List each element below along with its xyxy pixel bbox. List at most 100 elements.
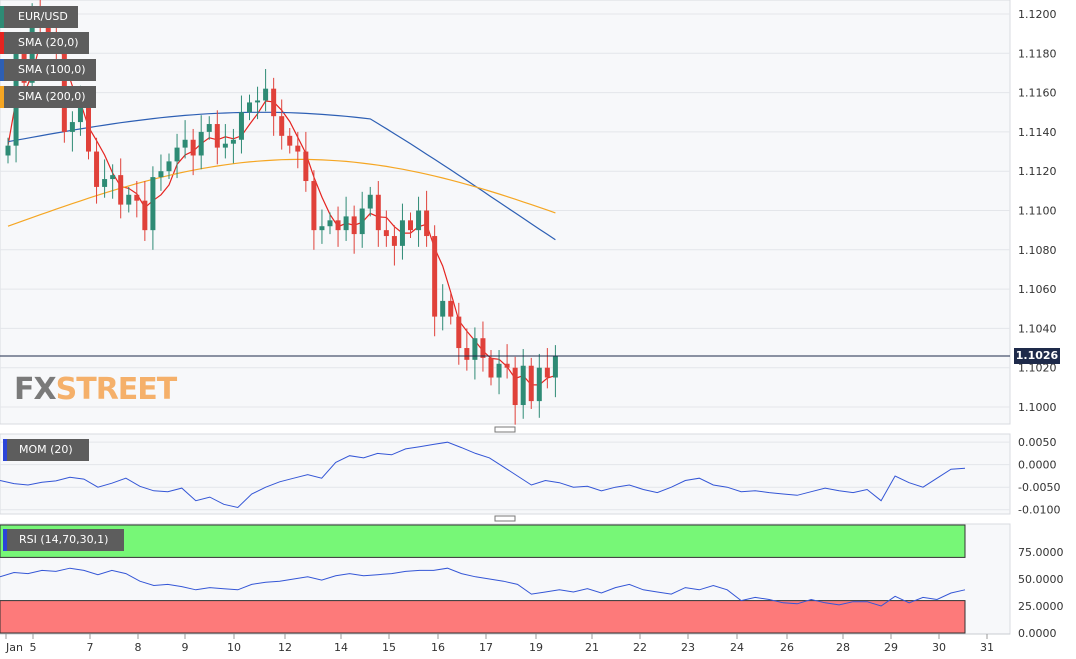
candle-body: [480, 338, 486, 358]
candle-body: [472, 338, 478, 360]
fxstreet-watermark: FXSTREET: [14, 372, 178, 407]
candle-body: [319, 226, 325, 231]
x-tick-label: 31: [980, 641, 994, 654]
x-tick-label: 23: [681, 641, 695, 654]
x-tick-label: 28: [836, 641, 850, 654]
price-tick-label: 1.1140: [1018, 126, 1057, 139]
momentum-grid: [0, 441, 1010, 511]
pane-resize-handle[interactable]: [494, 426, 516, 433]
candle-body: [383, 230, 389, 237]
candle-body: [5, 145, 11, 156]
candle-body: [303, 151, 309, 182]
candle-body: [263, 88, 269, 101]
rsi-line: [0, 567, 966, 607]
candle-body: [134, 194, 140, 201]
x-tick-label: 8: [135, 641, 142, 654]
price-tick-label: 1.1080: [1018, 244, 1057, 257]
price-tick-label: 1.1200: [1018, 8, 1057, 21]
candle-body: [222, 143, 228, 148]
price-tick-label: 1.1120: [1018, 165, 1057, 178]
candle-body: [287, 135, 293, 146]
candle-body: [126, 194, 132, 205]
x-tick-label: 14: [334, 641, 348, 654]
candle-body: [528, 365, 534, 402]
candle-body: [311, 181, 317, 231]
candle-body: [279, 116, 285, 136]
rsi-tick-label: 50.0000: [1018, 573, 1064, 586]
candle-body: [45, 23, 51, 38]
candle-body: [552, 355, 558, 378]
x-tick-label: 24: [730, 641, 744, 654]
candle-body: [432, 236, 438, 317]
x-tick-label: Jan: [5, 641, 23, 654]
legend-sma100[interactable]: SMA (100,0): [0, 59, 96, 81]
candle-body: [198, 131, 204, 156]
candle-body: [367, 194, 373, 209]
price-tick-label: 1.1180: [1018, 47, 1057, 60]
rsi-tick-label: 75.0000: [1018, 546, 1064, 559]
current-price-tag: 1.1026: [1014, 348, 1060, 364]
candle-body: [544, 367, 550, 378]
candle-body: [174, 147, 180, 162]
candle-body: [166, 161, 172, 172]
candle-body: [512, 367, 518, 406]
x-tick-label: 10: [227, 641, 241, 654]
candle-body: [375, 194, 381, 231]
x-axis: Jan 5 7 8 9 10 12 14 15 16 17 19 21 22 23 24 26 28 29 30 31: [5, 634, 994, 654]
momentum-tick-label: 0.0050: [1018, 436, 1057, 449]
rsi-label[interactable]: RSI (14,70,30,1): [3, 529, 125, 551]
momentum-tick-label: -0.0050: [1018, 481, 1060, 494]
candle-body: [456, 316, 462, 349]
candle-body: [150, 177, 156, 231]
candle-body: [416, 210, 422, 231]
candle-body: [359, 208, 365, 235]
candle-body: [295, 145, 301, 152]
candle-body: [77, 102, 83, 123]
price-tick-label: 1.1000: [1018, 401, 1057, 414]
x-tick-label: 16: [431, 641, 445, 654]
rsi-y-axis: 75.0000 50.0000 25.0000 0.0000: [1018, 546, 1064, 640]
legend-symbol[interactable]: EUR/USD: [0, 6, 78, 28]
pane-resize-handle[interactable]: [494, 515, 516, 522]
price-tick-label: 1.1040: [1018, 322, 1057, 335]
rsi-overbought-zone: [0, 524, 966, 558]
candle-body: [190, 139, 196, 156]
candle-body: [424, 210, 430, 237]
candle-body: [94, 151, 100, 187]
candle-body: [327, 220, 333, 227]
candle-body: [504, 363, 510, 368]
momentum-label[interactable]: MOM (20): [3, 439, 89, 461]
candle-body: [182, 139, 188, 148]
candle-body: [464, 348, 470, 360]
legend-sma20[interactable]: SMA (20,0): [0, 32, 89, 54]
x-tick-label: 29: [884, 641, 898, 654]
watermark-fx: FX: [14, 372, 57, 407]
candle-body: [142, 200, 148, 231]
price-pane: [0, 0, 1011, 425]
watermark-street: STREET: [55, 372, 178, 407]
candle-body: [86, 102, 91, 152]
candle-body: [351, 216, 357, 235]
candle-body: [440, 300, 446, 317]
candle-body: [399, 220, 405, 246]
momentum-line: [0, 441, 966, 509]
price-tick-label: 1.1020: [1018, 362, 1057, 375]
price-tick-label: 1.1100: [1018, 205, 1057, 218]
candle-body: [247, 102, 252, 113]
candle-body: [335, 220, 341, 231]
rsi-tick-label: 25.0000: [1018, 600, 1064, 613]
candle-body: [238, 112, 244, 140]
candle-body: [343, 216, 349, 231]
momentum-tick-label: -0.0100: [1018, 504, 1060, 517]
legend-sma200[interactable]: SMA (200,0): [0, 86, 96, 108]
x-tick-label: 21: [585, 641, 599, 654]
candle-body: [448, 300, 454, 317]
x-tick-label: 15: [382, 641, 396, 654]
sma200-line: [7, 158, 556, 227]
x-tick-label: 9: [182, 641, 189, 654]
momentum-y-axis: 0.0050 0.0000 -0.0050 -0.0100: [1018, 436, 1060, 517]
x-tick-label: 12: [278, 641, 292, 654]
x-tick-label: 7: [87, 641, 94, 654]
candle-body: [496, 363, 502, 378]
